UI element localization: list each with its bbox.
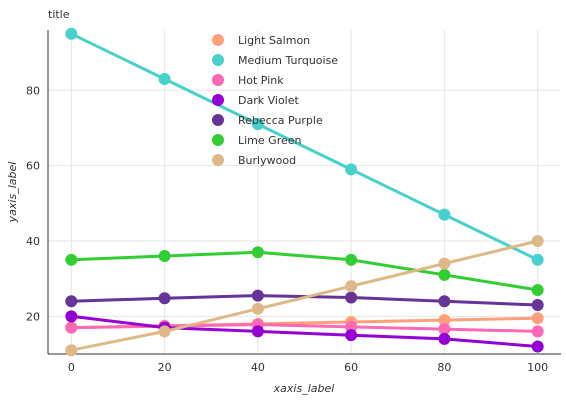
legend-label: Medium Turquoise — [238, 54, 338, 67]
data-point — [345, 253, 358, 266]
data-point — [438, 332, 451, 345]
data-point — [531, 325, 544, 338]
y-tick-label: 80 — [26, 84, 40, 97]
data-point — [438, 323, 451, 336]
data-point — [65, 27, 78, 40]
x-tick-labels: 0 20 40 60 80 100 — [68, 361, 548, 374]
series-rebecca-purple — [65, 289, 544, 312]
data-point — [158, 325, 171, 338]
x-tick-label: 0 — [68, 361, 75, 374]
x-tick-label: 60 — [344, 361, 358, 374]
legend-marker — [212, 54, 224, 66]
data-point — [345, 320, 358, 333]
legend-label: Lime Green — [238, 134, 302, 147]
data-point — [438, 295, 451, 308]
y-axis-title: yaxis_label — [6, 162, 19, 224]
data-point — [65, 253, 78, 266]
legend-item: Light Salmon — [212, 34, 310, 47]
legend-label: Rebecca Purple — [238, 114, 323, 127]
grid — [48, 30, 561, 354]
axes — [47, 30, 561, 355]
data-point — [345, 163, 358, 176]
data-point — [438, 314, 451, 327]
x-tick-label: 40 — [251, 361, 265, 374]
legend-item: Medium Turquoise — [212, 54, 338, 67]
legend-item: Burlywood — [212, 154, 296, 167]
y-tick-labels: 20 40 60 80 — [26, 84, 40, 323]
legend-item: Hot Pink — [212, 74, 284, 87]
series-burlywood — [65, 234, 544, 357]
data-point — [531, 299, 544, 312]
series-line — [71, 250, 538, 292]
data-point — [251, 325, 264, 338]
data-point — [158, 72, 171, 85]
legend-marker — [212, 114, 224, 126]
legend-item: Dark Violet — [212, 94, 299, 107]
data-point — [531, 340, 544, 353]
chart-title: title — [48, 8, 70, 21]
series-lime-green — [65, 246, 544, 296]
legend-label: Burlywood — [238, 154, 296, 167]
data-point — [251, 289, 264, 302]
legend-marker — [212, 154, 224, 166]
data-point — [251, 302, 264, 315]
data-point — [251, 118, 264, 131]
legend-marker — [212, 74, 224, 86]
series-line — [71, 239, 539, 352]
legend-item: Rebecca Purple — [212, 114, 323, 127]
data-point — [438, 257, 451, 270]
data-point — [158, 292, 171, 305]
legend-label: Hot Pink — [238, 74, 284, 87]
legend-marker — [212, 94, 224, 106]
x-tick-label: 100 — [527, 361, 548, 374]
data-point — [65, 321, 78, 334]
series-line — [70, 32, 539, 262]
legend-marker — [212, 134, 224, 146]
data-point — [158, 250, 171, 263]
series-group — [65, 27, 544, 357]
y-tick-label: 40 — [26, 235, 40, 248]
data-point — [345, 329, 358, 342]
data-point — [345, 291, 358, 304]
x-tick-label: 80 — [437, 361, 451, 374]
y-tick-label: 60 — [26, 160, 40, 173]
series-line — [71, 314, 538, 348]
data-point — [65, 344, 78, 357]
data-point — [251, 246, 264, 259]
data-point — [65, 295, 78, 308]
data-point — [531, 253, 544, 266]
y-tick-label: 20 — [26, 310, 40, 323]
data-point — [531, 234, 544, 247]
legend-label: Dark Violet — [238, 94, 299, 107]
legend: Light Salmon Medium Turquoise Hot Pink Dark… — [212, 34, 338, 167]
x-tick-label: 20 — [158, 361, 172, 374]
legend-marker — [212, 34, 224, 46]
x-axis-title: xaxis_label — [273, 382, 335, 395]
data-point — [531, 283, 544, 296]
series-medium-turquoise — [65, 27, 544, 266]
data-point — [438, 268, 451, 281]
series-dark-violet — [65, 310, 544, 353]
legend-item: Lime Green — [212, 134, 302, 147]
data-point — [531, 312, 544, 325]
legend-label: Light Salmon — [238, 34, 310, 47]
data-point — [345, 280, 358, 293]
data-point — [65, 310, 78, 323]
data-point — [438, 208, 451, 221]
